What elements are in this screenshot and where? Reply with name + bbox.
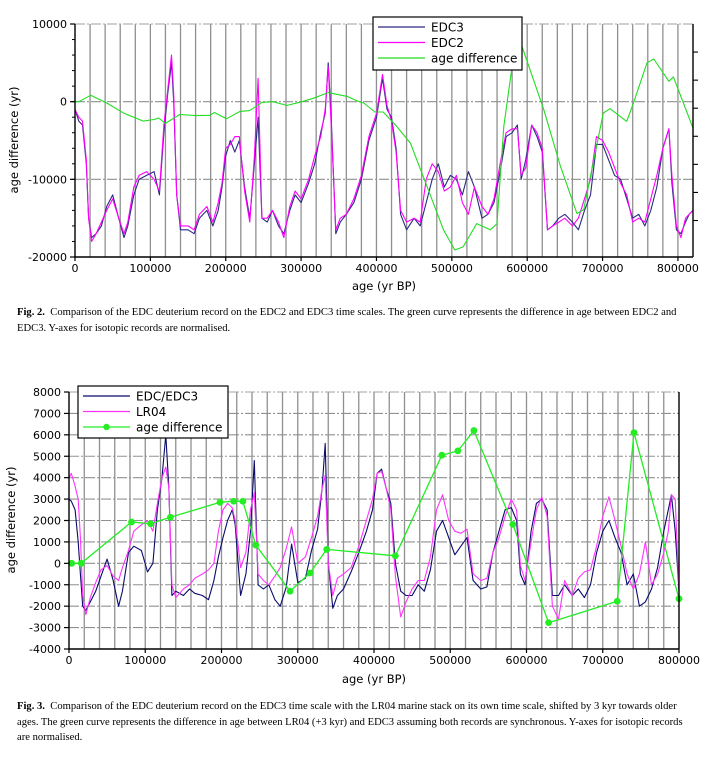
legend-label-lr04: LR04 xyxy=(136,405,166,419)
figure-2-caption-label: Fig. 2. xyxy=(17,307,45,318)
x-tick-label: 700000 xyxy=(582,654,624,667)
x-tick-label: 300000 xyxy=(277,654,319,667)
fig2-y-axis-title: age difference (yr) xyxy=(7,87,21,194)
y-tick-label: 3000 xyxy=(33,493,61,506)
data-point-marker xyxy=(438,451,446,459)
y-tick-label: -10000 xyxy=(28,173,67,186)
y-tick-label: -3000 xyxy=(29,622,61,635)
x-tick-label: 800000 xyxy=(657,262,699,275)
legend-box xyxy=(77,385,229,439)
y-tick-label: 1000 xyxy=(33,536,61,549)
data-point-marker xyxy=(509,520,517,528)
fig2-series xyxy=(74,45,694,251)
figure-2-caption-text: Comparison of the EDC deuterium record o… xyxy=(17,307,677,334)
x-tick-label: 400000 xyxy=(353,654,395,667)
fig3-axes: 0 100000 200000 300000 400000 500000 600000 700… xyxy=(29,386,700,667)
data-point-marker xyxy=(167,513,174,521)
legend-label-age-difference: age difference xyxy=(431,52,517,66)
legend-label-edc3: EDC3 xyxy=(431,21,464,35)
x-tick-label: 800000 xyxy=(658,654,700,667)
series-line-edc2 xyxy=(74,54,694,243)
data-point-marker xyxy=(252,541,260,549)
data-point-marker xyxy=(239,497,247,505)
y-tick-label: -4000 xyxy=(29,643,61,656)
y-tick-label: -2000 xyxy=(29,600,61,613)
series-line-lr04 xyxy=(68,466,680,620)
legend-marker-age-difference xyxy=(103,423,110,431)
x-tick-label: 200000 xyxy=(201,654,243,667)
y-tick-label: 0 xyxy=(60,96,67,109)
x-tick-label: 400000 xyxy=(355,262,397,275)
figure-3-caption-text: Comparison of the EDC deuterium record o… xyxy=(17,701,683,743)
x-tick-label: 200000 xyxy=(205,262,247,275)
data-point-marker xyxy=(306,569,314,577)
data-point-marker xyxy=(391,552,399,560)
x-tick-label: 500000 xyxy=(431,262,473,275)
data-point-marker xyxy=(323,546,331,553)
y-tick-label: 4000 xyxy=(33,472,61,485)
data-point-marker xyxy=(77,559,85,567)
legend-label-age-difference: age difference xyxy=(136,421,222,435)
data-point-marker xyxy=(630,429,638,437)
data-point-marker xyxy=(230,497,238,505)
figure-3-chart: 0 100000 200000 300000 400000 500000 600000 700… xyxy=(4,385,700,686)
x-tick-label: 600000 xyxy=(506,654,548,667)
data-point-marker xyxy=(470,427,478,434)
y-tick-label: 7000 xyxy=(33,407,61,420)
fig3-x-axis-title: age (yr BP) xyxy=(342,672,406,686)
x-tick-label: 0 xyxy=(66,654,73,667)
y-tick-label: -1000 xyxy=(29,579,61,592)
fig2-axes: 0 100000 200000 300000 400000 500000 600000 700… xyxy=(28,18,699,275)
x-tick-label: 0 xyxy=(72,262,79,275)
data-point-marker xyxy=(147,520,154,528)
x-tick-label: 100000 xyxy=(124,654,166,667)
y-tick-label: 5000 xyxy=(33,450,61,463)
figure-3-caption-label: Fig. 3. xyxy=(17,701,45,712)
y-tick-label: -20000 xyxy=(28,251,67,264)
legend-box xyxy=(372,16,523,71)
y-tick-label: 2000 xyxy=(33,515,61,528)
x-tick-label: 700000 xyxy=(582,262,624,275)
y-tick-label: 10000 xyxy=(32,18,67,31)
x-tick-label: 600000 xyxy=(506,262,548,275)
data-point-marker xyxy=(216,498,224,506)
fig3-y-axis-title: age difference (yr) xyxy=(4,467,18,574)
data-point-marker xyxy=(68,559,76,567)
data-point-marker xyxy=(613,597,621,605)
series-line-age-difference xyxy=(75,45,694,251)
legend-label-edc-edc3: EDC/EDC3 xyxy=(136,390,198,404)
x-tick-label: 100000 xyxy=(129,262,171,275)
data-point-marker xyxy=(286,587,294,595)
figure-2-caption: Fig. 2. Comparison of the EDC deuterium … xyxy=(17,305,692,336)
x-tick-label: 300000 xyxy=(280,262,322,275)
fig2-x-axis-title: age (yr BP) xyxy=(352,279,416,293)
data-point-marker xyxy=(454,447,462,455)
figure-2-chart: 0 100000 200000 300000 400000 500000 600000 700… xyxy=(7,16,699,293)
figure-3-caption: Fig. 3. Comparison of the EDC deuterium … xyxy=(17,699,697,746)
data-point-marker xyxy=(128,518,135,526)
x-tick-label: 500000 xyxy=(429,654,471,667)
data-point-marker xyxy=(545,619,553,627)
y-tick-label: 8000 xyxy=(33,386,61,399)
y-tick-label: 0 xyxy=(54,557,61,570)
y-tick-label: 6000 xyxy=(33,429,61,442)
legend-label-edc2: EDC2 xyxy=(431,36,464,50)
